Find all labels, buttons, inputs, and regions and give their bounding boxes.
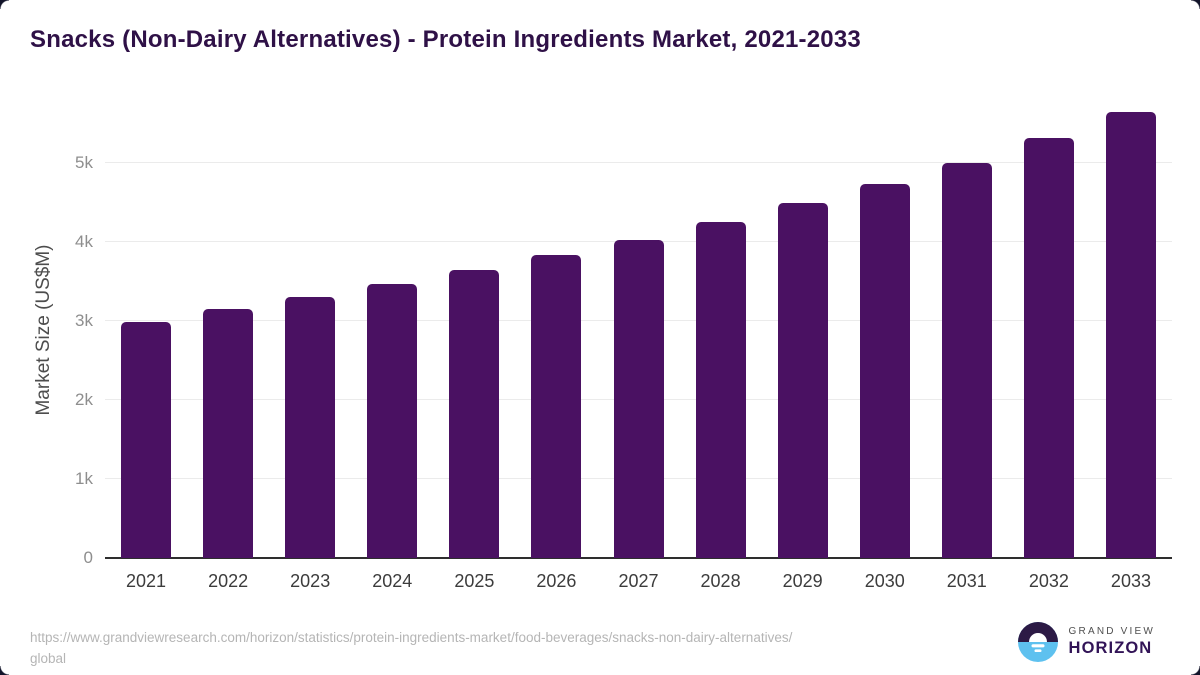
x-tick-label-2032: 2032 xyxy=(1028,571,1069,591)
x-tick-label-2026: 2026 xyxy=(536,571,577,591)
source-url-line1: https://www.grandviewresearch.com/horizo… xyxy=(30,630,793,645)
bar-2024[interactable] xyxy=(367,283,418,558)
x-tick-label-2025: 2025 xyxy=(454,571,495,591)
bar-2028[interactable] xyxy=(695,221,746,558)
x-tick-label-2024: 2024 xyxy=(372,571,413,591)
grand-view-horizon-logo: GRAND VIEW HORIZON xyxy=(1017,622,1155,662)
x-tick-label-2030: 2030 xyxy=(864,571,905,591)
x-tick-label-2022: 2022 xyxy=(208,571,249,591)
y-tick-label: 4k xyxy=(75,231,93,251)
x-tick-label-2023: 2023 xyxy=(290,571,331,591)
window-corner-artifact xyxy=(1191,0,1200,9)
x-axis-line xyxy=(105,557,1172,559)
bar-2033[interactable] xyxy=(1105,111,1156,558)
horizon-sun-logo-icon xyxy=(1017,622,1058,662)
x-tick-label-2028: 2028 xyxy=(700,571,741,591)
gridline-5k xyxy=(105,161,1172,163)
bar-2026[interactable] xyxy=(531,254,582,558)
bar-chart-plot-area: 0 1k 2k 3k 4k 5k 2021 2022 2023 2024 2025 2026 2027 2… xyxy=(75,100,1172,591)
y-tick-label: 5k xyxy=(75,152,93,172)
y-tick-label: 2k xyxy=(75,389,93,409)
chart-title: Snacks (Non-Dairy Alternatives) - Protei… xyxy=(30,26,861,53)
bar-2023[interactable] xyxy=(285,296,336,558)
x-tick-label-2031: 2031 xyxy=(946,571,987,591)
bar-2025[interactable] xyxy=(449,270,500,558)
bar-2022[interactable] xyxy=(203,309,254,558)
bar-2032[interactable] xyxy=(1023,137,1074,558)
logo-wordmark: GRAND VIEW HORIZON xyxy=(1069,626,1155,658)
y-tick-label: 3k xyxy=(75,310,93,330)
bar-2031[interactable] xyxy=(941,162,992,558)
logo-text-horizon: HORIZON xyxy=(1068,639,1153,657)
y-tick-label: 0 xyxy=(83,548,93,567)
bar-2021[interactable] xyxy=(121,321,172,558)
logo-text-grand-view: GRAND VIEW xyxy=(1068,626,1155,637)
bar-2029[interactable] xyxy=(777,202,828,558)
bar-2030[interactable] xyxy=(859,183,910,558)
y-axis-title: Market Size (US$M) xyxy=(33,244,54,416)
bar-2027[interactable] xyxy=(613,240,664,558)
y-tick-label: 1k xyxy=(75,468,93,488)
window-corner-artifact xyxy=(1191,666,1200,675)
source-url-line2: global xyxy=(30,650,67,666)
x-tick-label-2029: 2029 xyxy=(782,571,823,591)
x-tick-label-2021: 2021 xyxy=(126,571,167,591)
window-corner-artifact xyxy=(0,0,9,9)
window-corner-artifact xyxy=(0,666,9,675)
source-url: https://www.grandviewresearch.com/horizo… xyxy=(30,628,792,670)
x-tick-label-2027: 2027 xyxy=(618,571,659,591)
x-tick-label-2033: 2033 xyxy=(1110,571,1151,591)
